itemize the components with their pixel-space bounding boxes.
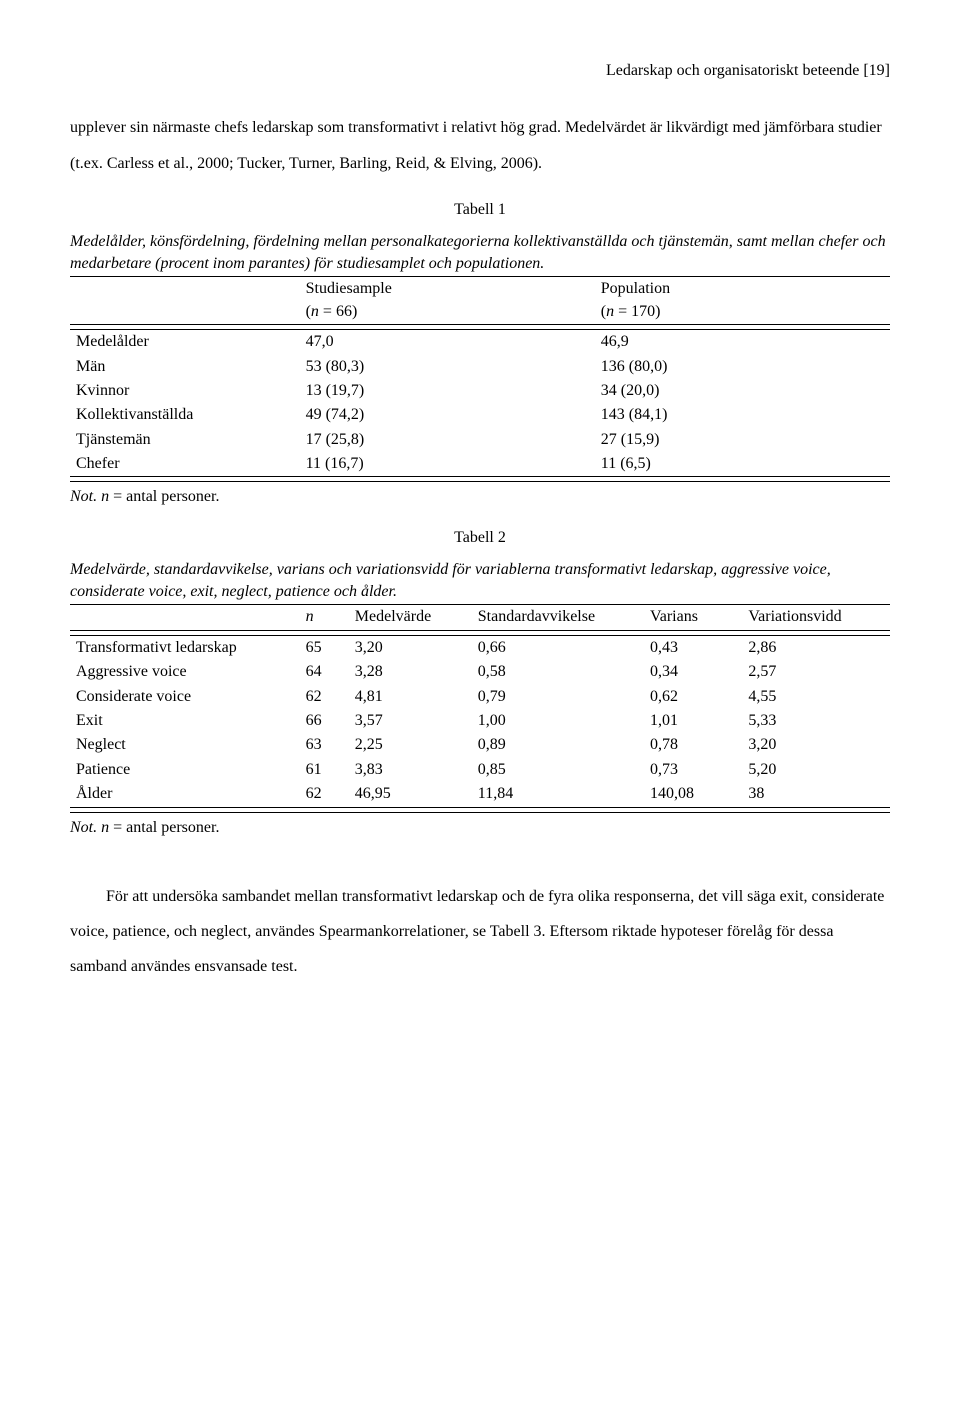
table2-cell: 0,85	[472, 758, 644, 782]
table1-row-label: Medelålder	[70, 330, 300, 355]
table2-cell: 2,57	[742, 660, 890, 684]
table2-cell: 2,25	[349, 733, 472, 757]
table1-row-label: Kollektivanställda	[70, 403, 300, 427]
table2-cell: 3,20	[349, 635, 472, 660]
table1-cell: 53 (80,3)	[300, 355, 595, 379]
table2-cell: 62	[300, 685, 349, 709]
table1-cell: 13 (19,7)	[300, 379, 595, 403]
table1-cell: 49 (74,2)	[300, 403, 595, 427]
table1-cell: 11 (16,7)	[300, 452, 595, 477]
table1-col-sample: Studiesample	[306, 280, 392, 297]
table1-col-sample-n: (n = 66)	[306, 303, 358, 320]
table2-cell: 66	[300, 709, 349, 733]
table1-cell: 143 (84,1)	[595, 403, 890, 427]
table2-row-label: Neglect	[70, 733, 300, 757]
table2-caption: Medelvärde, standardavvikelse, varians o…	[70, 559, 890, 602]
table2-title: Tabell 2	[70, 527, 890, 549]
table2-note: Not. n = antal personer.	[70, 817, 890, 839]
table2-cell: 61	[300, 758, 349, 782]
table2-cell: 0,43	[644, 635, 742, 660]
table1-cell: 34 (20,0)	[595, 379, 890, 403]
table1-cell: 17 (25,8)	[300, 428, 595, 452]
table1-cell: 27 (15,9)	[595, 428, 890, 452]
table2-cell: 3,20	[742, 733, 890, 757]
table2-cell: 5,33	[742, 709, 890, 733]
table1-row-label: Chefer	[70, 452, 300, 477]
table2-cell: 3,28	[349, 660, 472, 684]
table2-row-label: Aggressive voice	[70, 660, 300, 684]
table1: Studiesample (n = 66) Population (n = 17…	[70, 276, 890, 482]
table1-row-label: Kvinnor	[70, 379, 300, 403]
table1-note: Not. n = antal personer.	[70, 486, 890, 508]
table2-cell: 46,95	[349, 782, 472, 807]
table2-row-label: Transformativt ledarskap	[70, 635, 300, 660]
table2-cell: 65	[300, 635, 349, 660]
table2: n Medelvärde Standardavvikelse Varians V…	[70, 604, 890, 812]
table1-col-pop: Population	[601, 280, 670, 297]
paragraph-1: upplever sin närmaste chefs ledarskap so…	[70, 110, 890, 180]
table1-cell: 11 (6,5)	[595, 452, 890, 477]
table2-cell: 0,73	[644, 758, 742, 782]
running-header: Ledarskap och organisatoriskt beteende […	[70, 60, 890, 82]
table2-head-sd: Standardavvikelse	[472, 605, 644, 630]
table2-row-label: Considerate voice	[70, 685, 300, 709]
table2-head-range: Variationsvidd	[742, 605, 890, 630]
paragraph-2: För att undersöka sambandet mellan trans…	[70, 879, 890, 985]
table1-cell: 136 (80,0)	[595, 355, 890, 379]
table2-cell: 0,58	[472, 660, 644, 684]
table2-cell: 2,86	[742, 635, 890, 660]
table1-col-pop-n: (n = 170)	[601, 303, 661, 320]
table1-caption: Medelålder, könsfördelning, fördelning m…	[70, 231, 890, 274]
table2-head-n: n	[300, 605, 349, 630]
table2-cell: 1,01	[644, 709, 742, 733]
table2-cell: 0,78	[644, 733, 742, 757]
table2-head-var: Varians	[644, 605, 742, 630]
table2-head-mean: Medelvärde	[349, 605, 472, 630]
table2-cell: 3,57	[349, 709, 472, 733]
table2-cell: 0,89	[472, 733, 644, 757]
table2-cell: 38	[742, 782, 890, 807]
table2-cell: 0,34	[644, 660, 742, 684]
table2-row-label: Patience	[70, 758, 300, 782]
table2-cell: 140,08	[644, 782, 742, 807]
table2-cell: 4,81	[349, 685, 472, 709]
table2-cell: 1,00	[472, 709, 644, 733]
table2-cell: 11,84	[472, 782, 644, 807]
table2-cell: 5,20	[742, 758, 890, 782]
table2-cell: 0,62	[644, 685, 742, 709]
table2-row-label: Ålder	[70, 782, 300, 807]
table1-row-label: Män	[70, 355, 300, 379]
table2-cell: 0,66	[472, 635, 644, 660]
table2-cell: 62	[300, 782, 349, 807]
table2-cell: 3,83	[349, 758, 472, 782]
table2-cell: 4,55	[742, 685, 890, 709]
table2-cell: 0,79	[472, 685, 644, 709]
table2-cell: 64	[300, 660, 349, 684]
table2-row-label: Exit	[70, 709, 300, 733]
table2-cell: 63	[300, 733, 349, 757]
table1-cell: 46,9	[595, 330, 890, 355]
table1-cell: 47,0	[300, 330, 595, 355]
table1-title: Tabell 1	[70, 199, 890, 221]
table1-row-label: Tjänstemän	[70, 428, 300, 452]
